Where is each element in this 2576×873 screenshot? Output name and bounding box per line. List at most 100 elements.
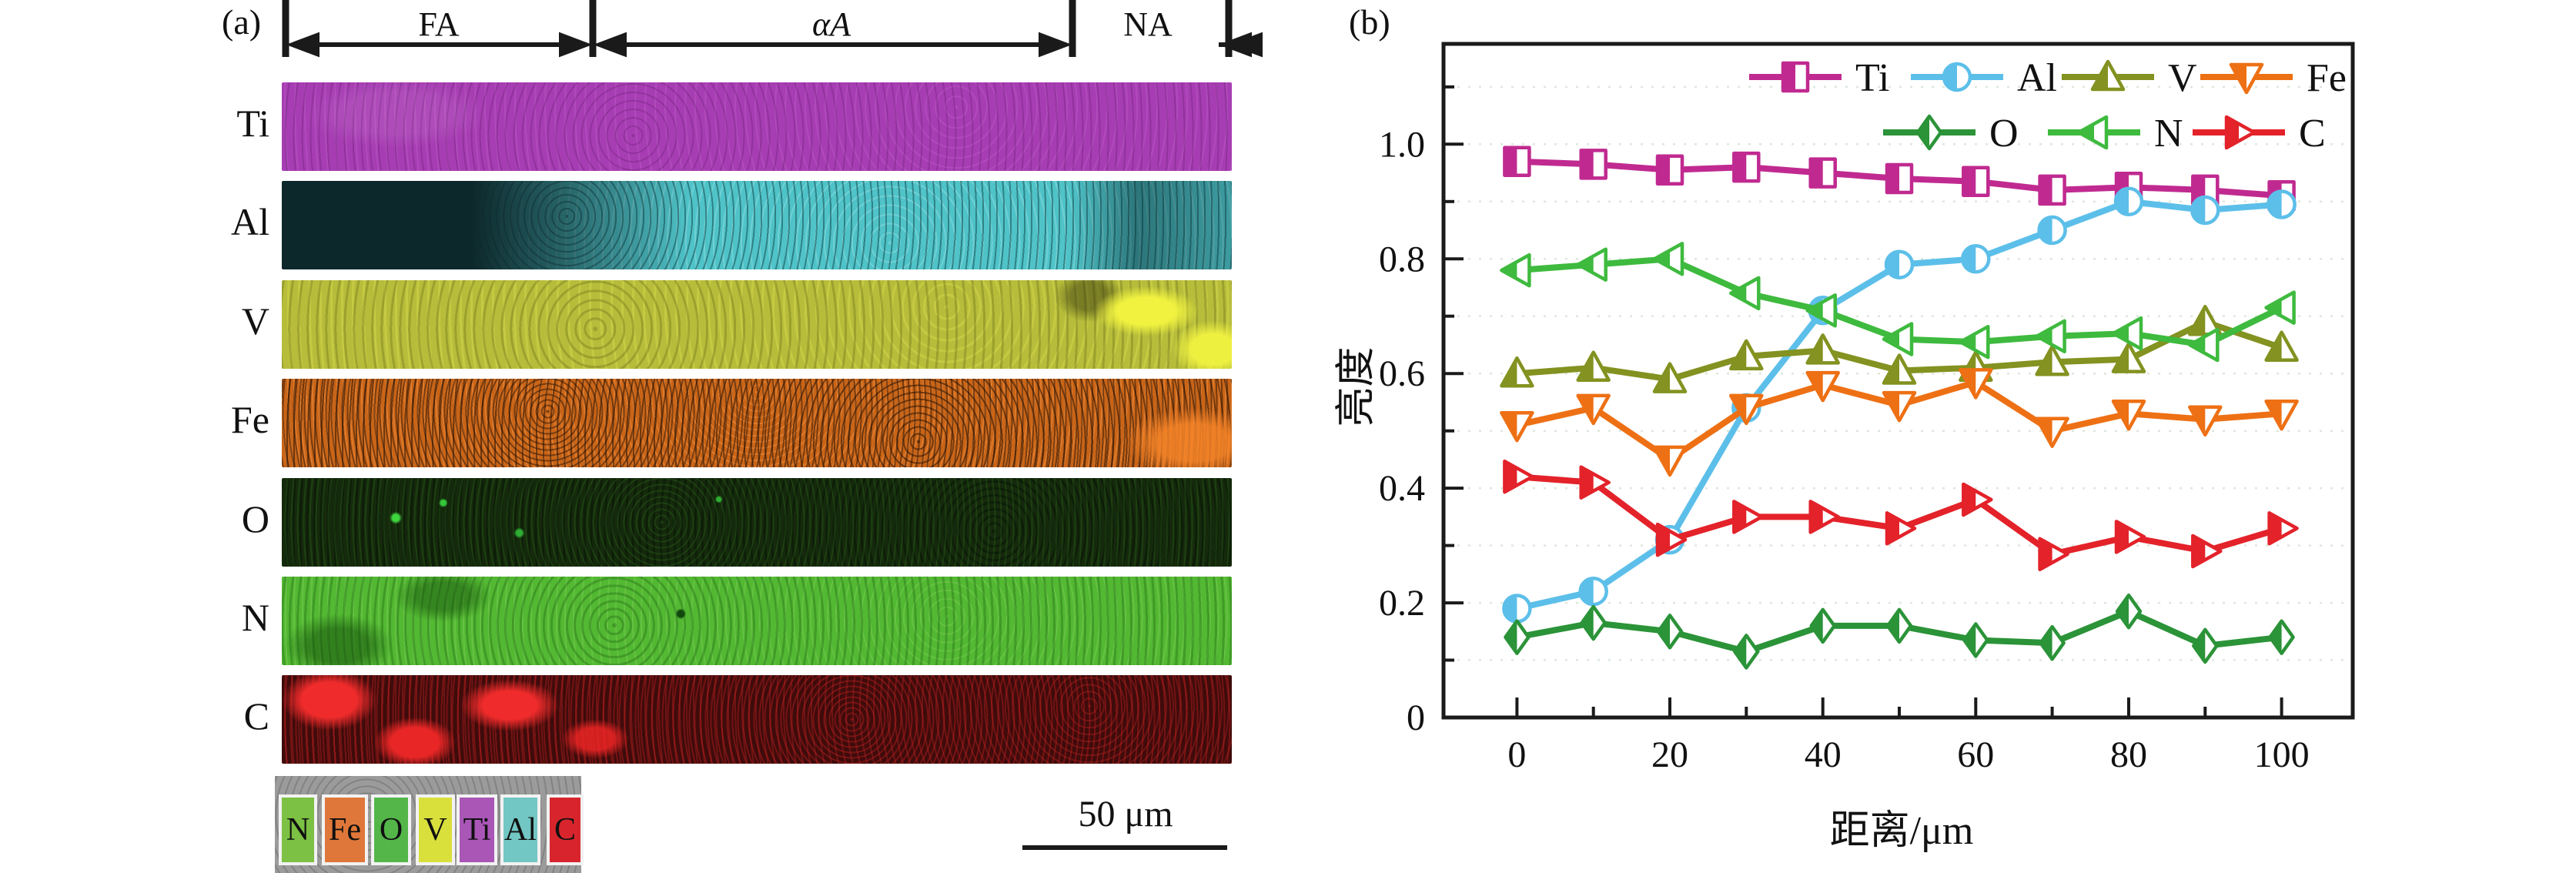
data-point: [1656, 614, 1684, 650]
panel-b-label: (b): [1349, 2, 1390, 42]
data-point: [2035, 319, 2066, 354]
data-point: [2190, 195, 2220, 226]
element-map-v: [282, 280, 1232, 369]
region-label-fa: FA: [418, 5, 460, 43]
data-point: [1805, 293, 1837, 328]
data-point: [2224, 115, 2257, 150]
data-point: [1805, 370, 1840, 403]
data-point: [2090, 59, 2126, 92]
element-map-al: [282, 181, 1232, 269]
region-label-na: NA: [1123, 5, 1173, 43]
svg-text:0.6: 0.6: [1379, 353, 1425, 394]
legend-entry-Fe: Fe: [2200, 56, 2347, 100]
svg-text:0.8: 0.8: [1379, 239, 1425, 279]
data-point: [2038, 537, 2069, 572]
data-point: [2267, 511, 2299, 546]
element-map-o: [282, 478, 1232, 567]
svg-text:80: 80: [2110, 734, 2147, 775]
eds-color-key: N Fe O V Ti Al C: [275, 776, 584, 873]
panel-a-label: (a): [222, 2, 262, 42]
data-point: [2188, 304, 2223, 336]
data-point: [2264, 290, 2296, 325]
legend-label: O: [1989, 112, 2019, 156]
data-point: [1732, 151, 1761, 183]
element-map-c: [282, 675, 1232, 764]
svg-text:1.0: 1.0: [1379, 124, 1425, 165]
legend-entry-C: C: [2193, 112, 2326, 156]
data-point: [1962, 166, 1990, 197]
series-Ti: [1503, 146, 2296, 212]
data-point: [2114, 520, 2146, 554]
data-point: [2038, 174, 2066, 206]
svg-text:100: 100: [2254, 734, 2310, 775]
legend-label: Al: [2017, 56, 2057, 100]
eds-key-n: N: [279, 794, 317, 865]
panel-b: (b) 亮度 距离/μm: [1309, 0, 2576, 873]
data-point: [2267, 189, 2297, 219]
data-point: [2039, 624, 2066, 661]
data-point: [2191, 534, 2223, 569]
legend-entry-O: O: [1883, 112, 2019, 156]
legend-entry-N: N: [2048, 112, 2183, 156]
data-point: [1885, 607, 1913, 644]
svg-text:60: 60: [1957, 734, 1994, 775]
scale-bar-label: 50 μm: [1078, 794, 1173, 835]
eds-key-ti: Ti: [457, 794, 497, 865]
data-point: [1942, 62, 1972, 92]
eds-key-o: O: [371, 794, 411, 865]
element-map-n: [282, 577, 1232, 665]
data-point: [1729, 339, 1764, 371]
chart-legend: Ti Al V Fe O N C: [1749, 56, 2347, 156]
svg-text:0.2: 0.2: [1379, 583, 1425, 624]
data-point: [1962, 622, 1989, 658]
strip-label-n: N: [241, 595, 269, 639]
data-point: [1503, 146, 1531, 177]
legend-entry-Ti: Ti: [1749, 56, 1889, 100]
data-point: [1502, 594, 1532, 624]
data-point: [2268, 619, 2295, 655]
data-point: [1729, 393, 1764, 426]
svg-text:0.4: 0.4: [1379, 468, 1425, 509]
data-point: [1959, 324, 1990, 360]
strip-label-fe: Fe: [231, 397, 269, 441]
svg-text:40: 40: [1805, 734, 1842, 775]
y-tick-labels: 0 0.2 0.4 0.6 0.8 1.0: [1379, 124, 1425, 738]
data-point: [1576, 247, 1607, 282]
legend-label: V: [2168, 56, 2197, 100]
legend-label: Fe: [2307, 56, 2347, 100]
data-point: [2188, 405, 2223, 437]
svg-text:0: 0: [1407, 697, 1425, 738]
series-O: [1504, 593, 2295, 670]
data-point: [2113, 186, 2144, 217]
data-point: [1655, 522, 1688, 557]
data-point: [1732, 500, 1764, 534]
data-point: [2111, 400, 2146, 431]
data-point: [1805, 333, 1840, 365]
element-map-fe: [282, 379, 1232, 467]
data-point: [1962, 482, 1993, 517]
strip-label-v: V: [241, 299, 269, 343]
strip-label-c: C: [243, 694, 269, 738]
data-point: [1652, 445, 1688, 477]
element-map-ti: [282, 82, 1232, 171]
data-point: [1729, 276, 1761, 311]
panel-a: (a) FA αA NA Ti Al V Fe O N C N: [222, 0, 1263, 873]
data-point: [1576, 350, 1611, 382]
region-arrows: [282, 0, 1263, 58]
data-point: [2035, 345, 2069, 376]
data-point: [2035, 416, 2069, 448]
data-point: [2264, 330, 2299, 362]
data-point: [1915, 114, 1943, 151]
series-N: [1500, 242, 2296, 363]
scale-bar-line: [1022, 845, 1227, 850]
x-tick-labels: 0 20 40 60 80 100: [1507, 734, 2309, 775]
data-point: [1579, 465, 1611, 500]
legend-label: C: [2299, 112, 2326, 156]
legend-entry-Al: Al: [1911, 56, 2057, 100]
legend-label: N: [2154, 112, 2183, 156]
legend-entry-V: V: [2062, 56, 2197, 100]
data-point: [1882, 322, 1914, 356]
data-point: [2076, 115, 2109, 150]
data-point: [1882, 390, 1917, 423]
data-point: [1781, 61, 1810, 93]
